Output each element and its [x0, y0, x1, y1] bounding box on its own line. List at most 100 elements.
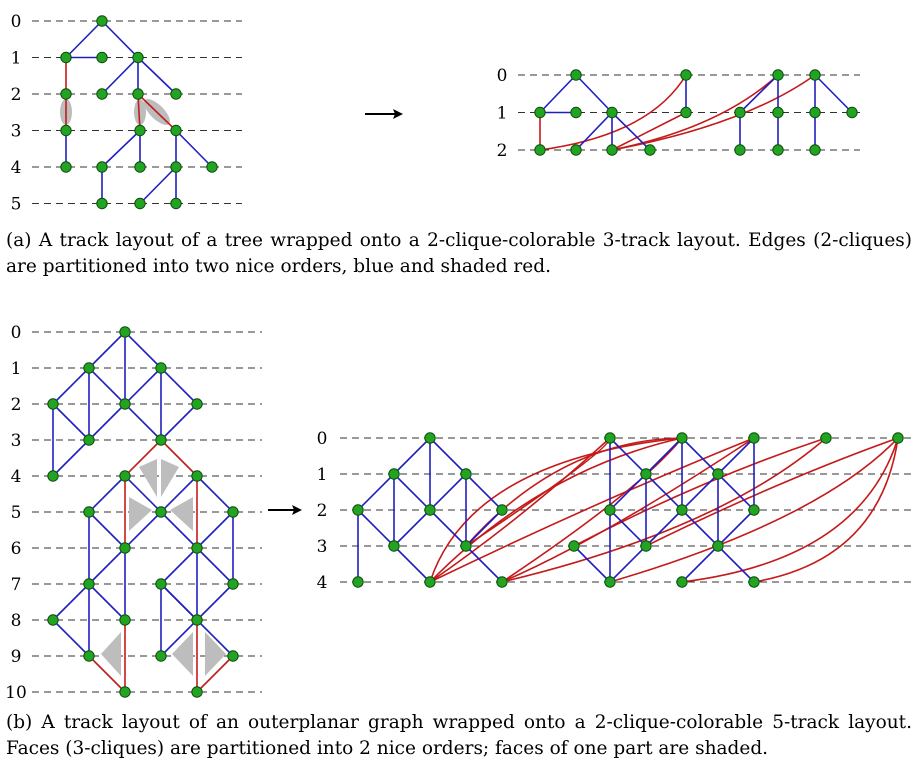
- vertex: [352, 504, 364, 516]
- red-edge: [429, 437, 611, 583]
- vertex: [712, 468, 724, 480]
- vertex: [570, 69, 582, 81]
- vertex: [748, 504, 760, 516]
- vertex: [640, 468, 652, 480]
- vertex: [606, 144, 618, 156]
- vertex: [47, 470, 59, 482]
- vertex: [47, 614, 59, 626]
- blue-edge: [645, 473, 683, 511]
- blue-edge: [609, 545, 647, 583]
- red-edge: [609, 437, 899, 583]
- blue-edge: [160, 367, 198, 405]
- track-label: 3: [317, 537, 328, 557]
- track-label: 2: [497, 141, 508, 161]
- vertex: [83, 578, 95, 590]
- blue-edge: [681, 545, 719, 583]
- vertex: [155, 650, 167, 662]
- red-edge: [196, 655, 234, 693]
- red-edge: [501, 437, 755, 583]
- vertex: [96, 88, 108, 100]
- red-edge: [611, 74, 779, 151]
- vertex: [170, 124, 182, 137]
- track-label: 4: [11, 467, 22, 487]
- vertex: [352, 576, 364, 588]
- shaded-face: [172, 632, 193, 676]
- track-label: 6: [11, 539, 22, 559]
- blue-edge: [52, 619, 90, 657]
- vertex: [772, 144, 784, 156]
- vertex: [534, 106, 546, 119]
- vertex: [227, 650, 239, 662]
- blue-edge: [717, 473, 755, 511]
- blue-edge: [717, 545, 755, 583]
- vertex: [96, 197, 108, 210]
- blue-edge: [196, 547, 234, 585]
- red-edge: [88, 655, 126, 693]
- shaded-face: [139, 459, 157, 497]
- track-label: 2: [11, 85, 22, 105]
- shaded-face: [129, 497, 152, 531]
- vertex: [846, 106, 858, 119]
- blue-edge: [160, 547, 198, 585]
- blue-edge: [101, 129, 141, 168]
- vertex: [809, 144, 821, 156]
- vertex: [568, 540, 580, 552]
- vertex: [119, 614, 131, 626]
- red-edge: [501, 437, 683, 583]
- track-label: 7: [11, 575, 22, 595]
- blue-edge: [575, 111, 613, 151]
- blue-edge: [393, 509, 431, 547]
- track-label: 1: [11, 49, 22, 69]
- vertex: [570, 144, 582, 156]
- blue-edge: [124, 403, 162, 441]
- blue-edge: [539, 74, 577, 114]
- vertex: [748, 576, 760, 588]
- blue-edge: [88, 547, 126, 585]
- blue-edge: [681, 437, 719, 475]
- vertex: [460, 468, 472, 480]
- track-label: 9: [11, 647, 22, 667]
- blue-edge: [717, 509, 755, 547]
- red-edge: [753, 437, 899, 583]
- vertex: [676, 432, 688, 444]
- vertex: [388, 540, 400, 552]
- vertex: [388, 468, 400, 480]
- blue-edge: [52, 583, 90, 621]
- track-label: 0: [317, 429, 328, 449]
- blue-edge: [573, 545, 611, 583]
- vertex: [170, 161, 182, 173]
- vertex: [96, 161, 108, 173]
- vertex: [191, 398, 203, 410]
- vertices: [47, 15, 904, 698]
- blue-edge: [88, 511, 126, 549]
- vertex: [96, 51, 108, 64]
- vertex: [809, 106, 821, 119]
- track-label: 2: [11, 395, 22, 415]
- blue-edge: [124, 367, 162, 405]
- blue-edge: [393, 473, 431, 511]
- blue-edge: [88, 475, 126, 513]
- blue-edge: [645, 509, 683, 547]
- vertex: [570, 106, 582, 119]
- vertex: [83, 506, 95, 518]
- blue-edge: [139, 166, 177, 205]
- red-edge: [611, 111, 687, 151]
- right-arrow-icon: [365, 109, 403, 119]
- track-label: 3: [11, 122, 22, 142]
- track-label: 5: [11, 503, 22, 523]
- blue-edge: [160, 619, 198, 657]
- vertex: [47, 398, 59, 410]
- vertex: [640, 540, 652, 552]
- shaded-face: [205, 632, 226, 676]
- red-edge: [645, 437, 899, 547]
- vertex: [604, 504, 616, 516]
- track-label: 8: [11, 611, 22, 631]
- vertex: [83, 434, 95, 446]
- vertex: [191, 614, 203, 626]
- vertex: [96, 15, 108, 27]
- track-label: 3: [11, 431, 22, 451]
- track-label: 4: [11, 158, 22, 178]
- vertex: [496, 576, 508, 588]
- shaded-face: [101, 632, 121, 676]
